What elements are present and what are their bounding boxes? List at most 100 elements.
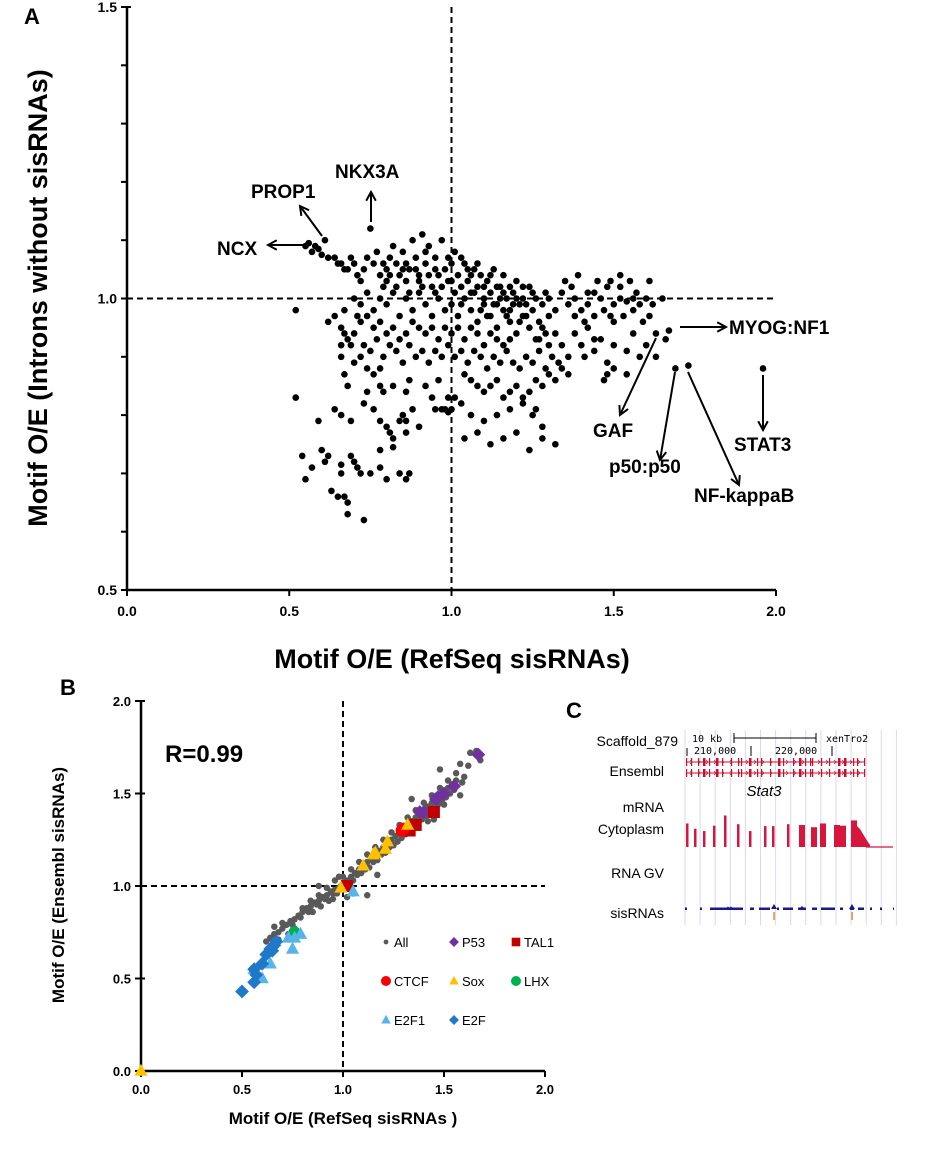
data-point (370, 260, 377, 267)
data-point (500, 306, 507, 314)
data-point (350, 458, 358, 466)
data-point (448, 277, 455, 285)
exon (722, 769, 724, 777)
correlation-annotation: R=0.99 (165, 741, 243, 768)
panel-b-y-tick-label: 0.5 (113, 972, 131, 987)
data-point (412, 266, 420, 273)
data-point (526, 324, 533, 331)
sisrna-signal (840, 907, 843, 910)
gene-name: Stat3 (746, 783, 782, 800)
data-point (516, 318, 523, 326)
sisrna-signal (893, 907, 894, 910)
strand-arrow (825, 770, 829, 776)
data-point (603, 359, 611, 366)
data-point (480, 388, 488, 396)
strand-arrow (785, 759, 789, 765)
data-point (522, 301, 530, 308)
data-point (393, 260, 400, 267)
data-point (477, 353, 485, 361)
strand-arrow (841, 759, 845, 765)
data-point (389, 435, 397, 442)
data-point (519, 312, 527, 320)
data-point (376, 318, 384, 326)
data-point (610, 318, 618, 326)
data-point (341, 370, 348, 378)
data-point (350, 359, 358, 366)
panel-b-label: B (60, 675, 76, 700)
data-point-sox (334, 880, 348, 893)
data-point (321, 458, 329, 466)
data-point (461, 336, 468, 343)
data-point-e2f (247, 975, 262, 990)
data-point (357, 277, 364, 285)
data-point (457, 347, 465, 355)
data-point (347, 341, 355, 349)
data-point (367, 347, 374, 355)
data-point-sox (380, 834, 395, 847)
data-point (590, 336, 598, 343)
data-point (415, 271, 423, 279)
exon (709, 758, 711, 766)
data-point (321, 236, 329, 244)
data-point-sox (356, 858, 370, 871)
data-point (464, 266, 472, 273)
annotation-label: NKX3A (335, 162, 400, 183)
data-point (506, 336, 514, 343)
data-point (620, 312, 627, 320)
data-point (629, 295, 637, 302)
data-point (383, 301, 390, 308)
strand-arrow (785, 770, 789, 776)
data-point (451, 289, 459, 296)
data-point (513, 277, 520, 285)
data-point (652, 330, 660, 337)
data-point (474, 429, 481, 436)
data-point (402, 429, 410, 436)
data-point (467, 271, 475, 279)
data-point (373, 336, 381, 343)
data-point (354, 464, 361, 471)
exon (805, 769, 807, 777)
data-point (487, 382, 494, 390)
strand-arrow (761, 770, 765, 776)
data-point-all (297, 914, 304, 921)
data-point (483, 365, 491, 372)
data-point-p53 (437, 786, 451, 801)
exon (698, 769, 700, 777)
data-point (552, 306, 559, 314)
annotation-label: GAF (593, 421, 633, 442)
data-point (500, 435, 507, 442)
data-point (513, 382, 520, 390)
panel-b-legend: All P53 TAL1 CTCF Sox LHX E2F1 E2F (381, 935, 554, 1028)
strand-arrow (761, 759, 765, 765)
data-point (623, 347, 631, 355)
data-point (376, 382, 384, 390)
data-point (649, 301, 656, 308)
data-point (467, 376, 475, 384)
data-point (522, 353, 530, 361)
data-point (337, 411, 345, 419)
exon (749, 769, 752, 777)
data-point (415, 289, 423, 296)
coverage-bar (749, 831, 752, 847)
data-point (444, 394, 452, 401)
data-point (389, 382, 397, 390)
data-point-sox (378, 841, 393, 854)
data-point-all (460, 773, 468, 781)
track-label-mrna: mRNA (623, 799, 665, 815)
data-point (418, 347, 426, 355)
data-point (363, 289, 371, 296)
data-point (513, 429, 520, 436)
data-point (594, 277, 601, 285)
data-point (493, 283, 501, 291)
data-point (396, 271, 403, 279)
data-point-all (444, 777, 452, 784)
mrna-cytoplasm-track (686, 815, 893, 848)
legend-item: TAL1 (511, 935, 554, 950)
data-point (571, 330, 579, 337)
data-point (418, 283, 426, 291)
data-point (399, 411, 407, 419)
data-point (399, 266, 407, 273)
data-point (363, 254, 371, 261)
legend-label: E2F1 (394, 1013, 425, 1028)
data-point (506, 318, 514, 326)
